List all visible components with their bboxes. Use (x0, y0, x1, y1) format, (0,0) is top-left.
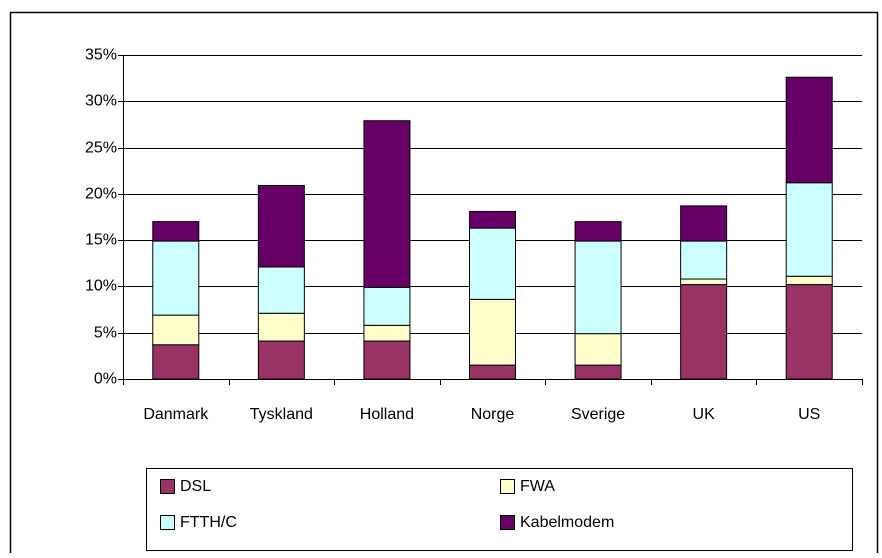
chart-frame (9, 11, 879, 553)
legend-label: DSL (180, 478, 211, 495)
legend-swatch (160, 515, 175, 530)
y-tick-label: 20% (85, 186, 117, 203)
bar-segment (469, 298, 516, 366)
legend-swatch (500, 515, 515, 530)
y-tick-label: 5% (94, 325, 117, 342)
y-tick-label: 35% (85, 47, 117, 64)
bar-segment (785, 76, 833, 184)
bar-segment (680, 278, 728, 286)
bar-segment (152, 221, 200, 242)
y-tick-label: 0% (94, 371, 117, 388)
bar-segment (574, 333, 622, 366)
bar-segment (363, 120, 411, 288)
legend-label: FWA (520, 478, 555, 495)
y-tick-label: 10% (85, 278, 117, 295)
bar-segment (680, 240, 728, 280)
bar-segment (574, 221, 622, 242)
y-tick-label: 30% (85, 93, 117, 110)
x-tick-label: Norge (471, 406, 515, 423)
legend-label: Kabelmodem (520, 514, 614, 531)
bar-segment (469, 227, 516, 300)
x-tick-label: UK (693, 406, 716, 423)
bar-segment (363, 340, 411, 380)
bar-segment (152, 344, 200, 380)
bar-segment (469, 364, 516, 380)
legend-label: FTTH/C (180, 514, 237, 531)
bar-segment (152, 314, 200, 346)
bar-segment (257, 185, 305, 268)
x-tick-label: Tyskland (250, 406, 313, 423)
x-tick-label: Danmark (143, 406, 209, 423)
bar-segment (363, 324, 411, 342)
x-tick-label: Holland (360, 406, 414, 423)
bar-segment (152, 240, 200, 316)
bar-segment (574, 240, 622, 335)
bar-segment (574, 364, 622, 380)
bar-segment (680, 205, 728, 242)
bar-segment (785, 182, 833, 277)
legend-swatch (160, 479, 175, 494)
legend-box (146, 468, 853, 551)
bar-segment (257, 340, 305, 380)
bar-segment (680, 284, 728, 380)
y-tick-label: 25% (85, 140, 117, 157)
bar-segment (785, 275, 833, 286)
x-tick-label: US (798, 406, 820, 423)
bar-segment (257, 266, 305, 314)
x-tick-label: Sverige (571, 406, 625, 423)
bar-segment (469, 210, 516, 229)
bar-segment (363, 286, 411, 326)
legend-swatch (500, 479, 515, 494)
y-tick-label: 15% (85, 232, 117, 249)
bar-segment (257, 312, 305, 342)
bar-segment (785, 284, 833, 380)
